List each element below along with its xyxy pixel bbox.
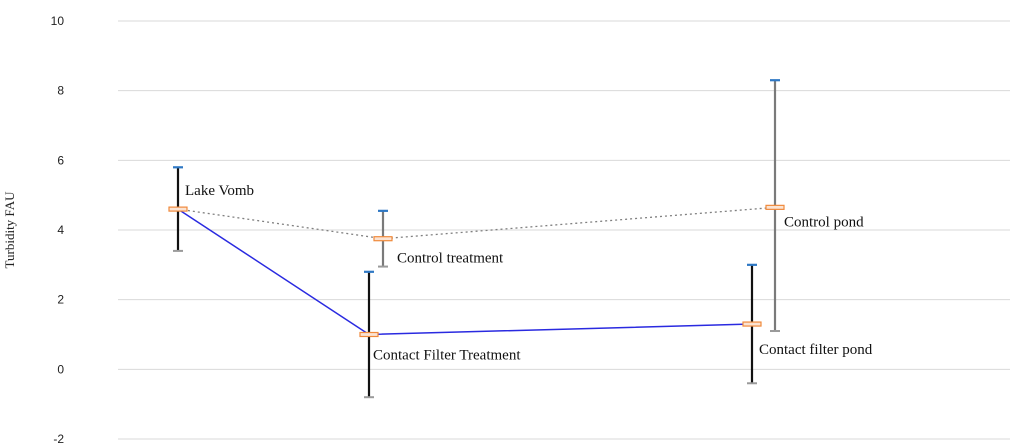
marker-control-pond [765,204,785,210]
y-tick-label: -2 [53,432,64,443]
data-markers [168,204,785,338]
marker-contact-filter-pond [742,321,762,327]
y-tick-label: 4 [57,223,64,237]
annotation-contact-filter-pond: Contact filter pond [759,342,873,358]
series-lines [177,206,776,336]
marker-lake-vomb [168,206,188,212]
point-annotations: Lake Vomb Contact Filter Treatment Contact… [185,183,873,363]
y-tick-label: 0 [57,362,64,376]
y-tick-label: 6 [57,153,64,167]
gridlines [118,20,1010,440]
control-series-line [177,206,776,240]
y-tick-label: 8 [57,84,64,98]
marker-control-treatment [373,236,393,242]
annotation-lake-vomb: Lake Vomb [185,183,254,199]
y-axis-label: Turbidity FAU [2,191,17,269]
annotation-contact-filter-treatment: Contact Filter Treatment [373,348,521,364]
annotation-control-pond: Control pond [784,214,864,230]
y-tick-label: 10 [51,14,65,28]
y-tick-label: 2 [57,293,64,307]
marker-contact-filter-treatment [359,331,379,338]
y-tick-labels: -2 0 2 4 6 8 10 [51,14,65,443]
contact-filter-series-line [177,208,753,336]
annotation-control-treatment: Control treatment [397,251,504,267]
